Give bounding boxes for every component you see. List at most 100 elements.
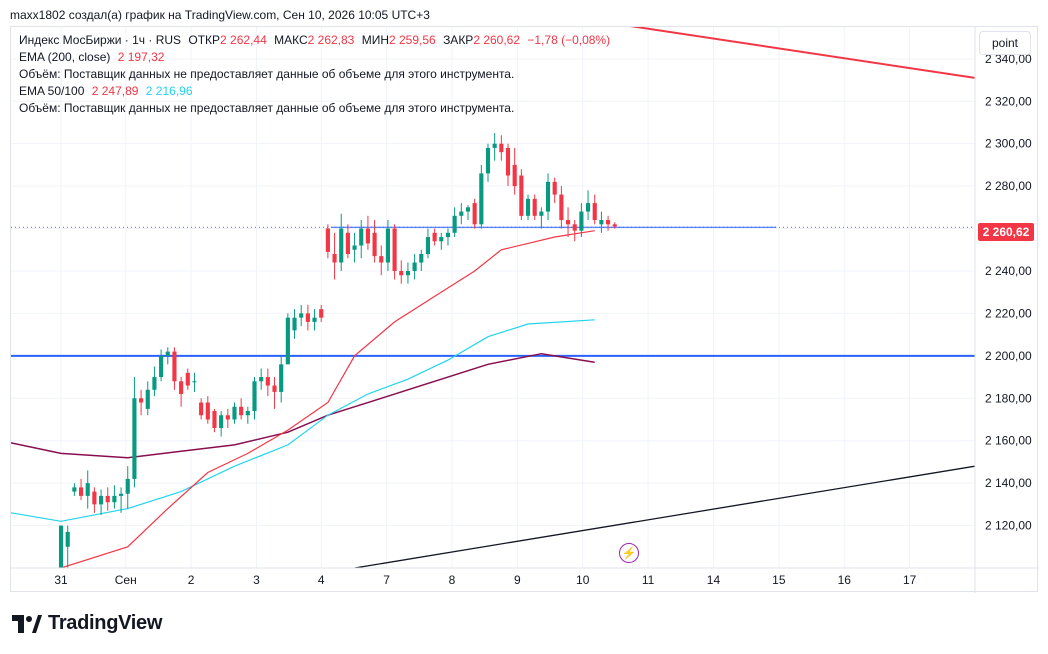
candle-body	[479, 173, 484, 225]
legend-change: −1,78 (−0,08%)	[527, 33, 611, 47]
legend-ema200[interactable]: EMA (200, close) 2 197,32	[19, 49, 164, 65]
grid	[11, 27, 975, 568]
candle	[579, 203, 584, 238]
candle	[119, 487, 124, 513]
candle-body	[519, 175, 524, 216]
scale-mode-button[interactable]: point	[979, 31, 1031, 55]
legend-ema50100-label: EMA 50/100	[19, 84, 85, 98]
candle	[345, 224, 350, 259]
candle-body	[232, 406, 237, 420]
candle-body	[532, 198, 537, 216]
candle	[545, 173, 551, 221]
tradingview-logo[interactable]: TradingView	[12, 612, 162, 635]
ema-lines	[11, 230, 595, 568]
candle	[525, 194, 531, 221]
candle-body	[112, 495, 117, 503]
candle	[405, 262, 411, 284]
candle	[132, 377, 137, 488]
candle-body	[419, 254, 424, 263]
candle-body	[65, 531, 70, 547]
legend-ema50100[interactable]: EMA 50/100 2 247,89 2 216,96	[19, 83, 193, 99]
candle-body	[472, 203, 477, 225]
legend-volume-note-2: Объём: Поставщик данных не предоставляет…	[19, 101, 515, 115]
candle-body	[245, 411, 250, 416]
legend-symbol: Индекс МосБиржи · 1ч · RUS	[19, 33, 182, 47]
candle-body	[139, 398, 144, 403]
candle	[452, 207, 457, 238]
candle-body	[465, 207, 471, 212]
candle-body	[459, 211, 464, 216]
candles	[58, 133, 617, 568]
candle	[212, 408, 217, 433]
legend-low-label: МИН	[361, 33, 389, 47]
candle	[192, 372, 197, 392]
tradingview-logo-text: TradingView	[48, 612, 163, 634]
legend-open-value: 2 262,44	[220, 33, 267, 47]
candle-body	[312, 317, 317, 322]
candle	[532, 194, 537, 221]
candle	[432, 228, 437, 246]
candle-body	[92, 491, 97, 505]
candlestick-chart[interactable]: 2 120,00 2 140,00 2 160,00 2 180,00 2 200,00…	[11, 27, 1039, 593]
candle-body	[439, 237, 444, 242]
legend-ema50-value: 2 247,89	[91, 84, 139, 98]
candle-body	[572, 224, 577, 231]
candle	[232, 402, 237, 424]
ema100-line	[11, 319, 595, 522]
candle	[505, 143, 511, 187]
candle-body	[599, 220, 604, 225]
candle	[606, 215, 611, 231]
candle-body	[98, 495, 104, 505]
candle	[445, 228, 451, 246]
candle	[565, 207, 571, 238]
candle	[285, 313, 290, 365]
candle-body	[425, 237, 431, 255]
candle-body	[565, 220, 571, 225]
lightning-icon[interactable]: ⚡	[619, 543, 639, 563]
candle	[265, 368, 270, 397]
candle	[332, 232, 337, 280]
candle	[479, 164, 484, 229]
candle-body	[325, 228, 330, 252]
candle-body	[152, 377, 157, 390]
legend-high-value: 2 262,83	[307, 33, 355, 47]
candle	[585, 190, 591, 221]
candle	[245, 406, 250, 424]
candle	[112, 485, 117, 509]
candle	[612, 222, 617, 229]
candle-body	[332, 254, 337, 263]
candle-body	[192, 381, 197, 383]
chart-frame[interactable]: 2 120,00 2 140,00 2 160,00 2 180,00 2 200,00…	[10, 26, 1039, 593]
candle	[472, 198, 477, 229]
candle	[499, 135, 504, 161]
candle	[539, 207, 544, 229]
candle-body	[352, 245, 357, 250]
candle-body	[512, 164, 517, 187]
candle-body	[606, 220, 611, 225]
candle	[325, 224, 330, 259]
candle-body	[579, 211, 584, 231]
y-tick-label: 2 300,00	[985, 137, 1032, 151]
x-tick-label: 7	[383, 573, 390, 587]
candle-body	[272, 385, 277, 392]
candle-body	[359, 228, 364, 246]
x-tick-label: 3	[253, 573, 260, 587]
candle-body	[58, 525, 64, 568]
candle	[385, 220, 390, 271]
candle	[165, 347, 170, 365]
x-tick-label: Сен	[115, 573, 137, 587]
candle-body	[525, 198, 531, 216]
candle	[145, 381, 150, 416]
time-axis: 31 Сен 2 3 4 7 8 9 10 11 14 15 16 17	[11, 567, 1039, 587]
candle-body	[499, 143, 504, 153]
y-tick-label: 2 280,00	[985, 179, 1032, 193]
candle-body	[219, 415, 224, 428]
y-tick-label: 2 140,00	[985, 476, 1032, 490]
candle-body	[379, 256, 384, 263]
candle	[205, 396, 210, 424]
candle-body	[399, 270, 404, 276]
candle	[305, 304, 310, 331]
x-tick-label: 31	[54, 573, 68, 587]
candle	[459, 203, 464, 225]
candle-body	[559, 194, 564, 221]
